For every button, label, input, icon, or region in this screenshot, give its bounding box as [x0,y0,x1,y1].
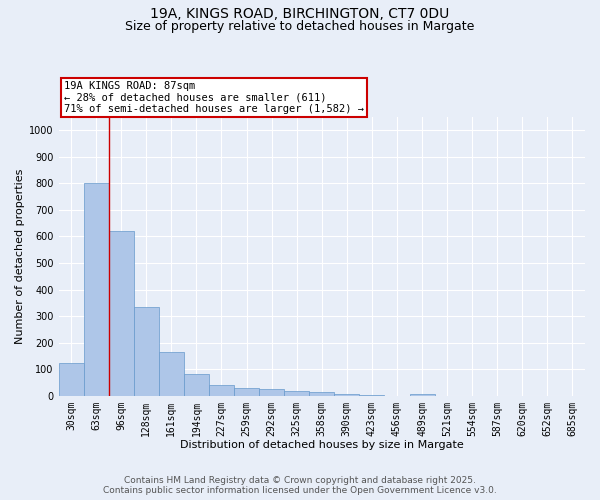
X-axis label: Distribution of detached houses by size in Margate: Distribution of detached houses by size … [180,440,464,450]
Y-axis label: Number of detached properties: Number of detached properties [15,168,25,344]
Bar [209,385,234,396]
Bar [234,388,259,396]
Bar [134,307,159,396]
Bar [159,352,184,396]
Bar [359,395,385,396]
Bar [109,231,134,396]
Bar [334,394,359,396]
Bar [59,362,83,396]
Bar [184,374,209,396]
Bar [410,394,434,396]
Bar [259,389,284,396]
Text: 19A KINGS ROAD: 87sqm
← 28% of detached houses are smaller (611)
71% of semi-det: 19A KINGS ROAD: 87sqm ← 28% of detached … [64,81,364,114]
Text: Contains HM Land Registry data © Crown copyright and database right 2025.
Contai: Contains HM Land Registry data © Crown c… [103,476,497,495]
Text: 19A, KINGS ROAD, BIRCHINGTON, CT7 0DU: 19A, KINGS ROAD, BIRCHINGTON, CT7 0DU [151,8,449,22]
Text: Size of property relative to detached houses in Margate: Size of property relative to detached ho… [125,20,475,33]
Bar [309,392,334,396]
Bar [83,184,109,396]
Bar [284,391,309,396]
